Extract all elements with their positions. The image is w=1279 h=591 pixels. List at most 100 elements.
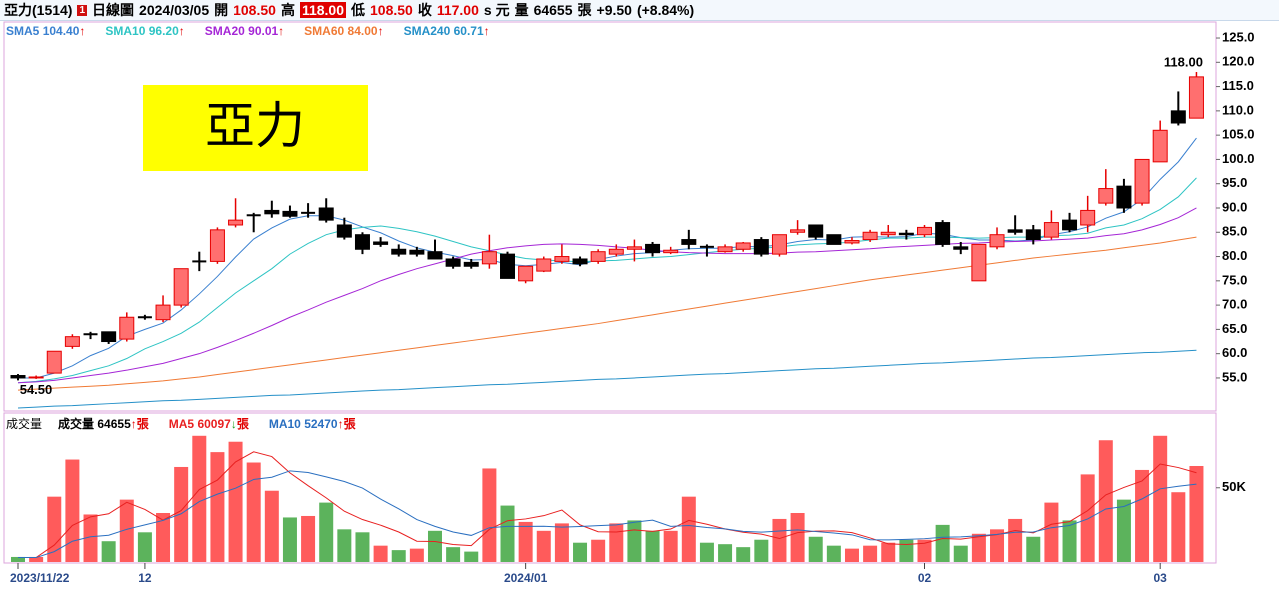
- legend-value: 52470: [304, 417, 338, 431]
- body: [1025, 229, 1041, 241]
- volume-bar: [699, 542, 714, 562]
- body: [46, 350, 62, 374]
- volume-bar: [1116, 499, 1131, 562]
- x-tick-label: 2023/11/22: [10, 571, 70, 585]
- volume-bar: [881, 542, 896, 562]
- x-tick-label: 2024/01: [504, 571, 548, 585]
- volume-bar: [1008, 518, 1023, 562]
- x-tick-label: 03: [1154, 571, 1168, 585]
- legend-item: MA10 52470↑張: [269, 417, 356, 431]
- legend-trend: ↑: [377, 24, 384, 38]
- volume-bar: [990, 529, 1005, 562]
- y-tick-label: 110.0: [1222, 102, 1254, 117]
- legend-value: 60097: [197, 417, 231, 431]
- legend-unit: 張: [343, 417, 356, 431]
- body: [826, 234, 842, 245]
- body: [1170, 110, 1186, 124]
- body: [173, 268, 189, 306]
- body: [862, 231, 878, 241]
- legend-item: SMA5 104.40↑: [6, 24, 85, 38]
- volume-bar: [790, 513, 805, 562]
- volume-bar: [192, 435, 207, 562]
- body: [1116, 185, 1132, 209]
- y-tick-label: 70.0: [1222, 297, 1247, 312]
- volume-bar: [1026, 536, 1041, 562]
- volume-bar: [264, 490, 279, 562]
- y-tick-label: 120.0: [1222, 54, 1255, 69]
- volume-bar: [47, 496, 62, 562]
- ma-line: [17, 349, 1197, 409]
- body: [880, 231, 896, 236]
- body: [119, 316, 135, 340]
- volume-bar: [736, 547, 751, 562]
- body: [228, 219, 244, 226]
- y-tick-label: 60.0: [1222, 345, 1247, 360]
- body: [935, 222, 951, 245]
- legend-name: SMA60: [304, 24, 345, 38]
- body: [101, 331, 117, 343]
- volume-bar: [1189, 465, 1204, 562]
- legend-unit: 張: [236, 417, 249, 431]
- volume-bar: [156, 513, 171, 562]
- volume-bar: [174, 466, 189, 562]
- volume-bar: [373, 545, 388, 562]
- date: 2024/03/05: [139, 2, 210, 18]
- volume-bar: [119, 499, 134, 562]
- legend-trend: ↑: [337, 417, 344, 431]
- volume-bar: [1135, 469, 1150, 562]
- body: [445, 258, 461, 267]
- open: 108.50: [233, 2, 276, 18]
- volume-bar: [482, 468, 497, 562]
- body: [1043, 222, 1059, 238]
- body: [282, 210, 298, 217]
- volume-bar: [718, 544, 733, 562]
- volume-bar: [917, 539, 932, 562]
- volume-bar: [319, 502, 334, 562]
- ma-line: [17, 177, 1197, 384]
- body: [1134, 158, 1150, 204]
- legend-value: 64655: [97, 417, 131, 431]
- volume-bar: [301, 515, 316, 562]
- volume-bar: [355, 532, 370, 562]
- change-pct: (+8.84%): [636, 2, 695, 18]
- legend-item: SMA240 60.71↑: [404, 24, 490, 38]
- volume-bar: [1062, 520, 1077, 562]
- volume-bar: [464, 551, 479, 562]
- volume-bar: [246, 462, 261, 562]
- body: [391, 248, 407, 255]
- body: [608, 248, 624, 255]
- volume-bar: [228, 441, 243, 562]
- volume-bar: [935, 524, 950, 562]
- chart-title: 亞力: [205, 98, 305, 154]
- volume-bar: [754, 539, 769, 562]
- legend-value: 96.20: [148, 24, 179, 38]
- ma-line: [18, 137, 1197, 379]
- legend-value: 90.01: [248, 24, 279, 38]
- y-tick-label: 100.0: [1222, 151, 1255, 166]
- body: [1188, 76, 1204, 119]
- volume-bar: [663, 530, 678, 562]
- legend-value: 104.40: [42, 24, 80, 38]
- annotation: 118.00: [1164, 54, 1203, 69]
- volume: 64655: [533, 2, 573, 18]
- legend-trend: ↑: [178, 24, 185, 38]
- volume-bar: [536, 530, 551, 562]
- title-box: [143, 85, 368, 171]
- body: [209, 229, 225, 262]
- y-tick-label: 65.0: [1222, 321, 1247, 336]
- high: 118.00: [299, 2, 346, 18]
- volume-bar: [899, 539, 914, 562]
- low: 108.50: [370, 2, 413, 18]
- legend-item: MA5 60097↓張: [169, 417, 249, 431]
- body: [645, 243, 661, 254]
- label: 開: [214, 2, 229, 18]
- ma-line: [17, 207, 1197, 384]
- volume-bar: [1044, 502, 1059, 562]
- x-tick-label: 02: [918, 571, 932, 585]
- body: [1098, 188, 1114, 204]
- panel-title: 成交量: [6, 417, 43, 431]
- body: [989, 234, 1005, 248]
- legend-name: SMA10: [105, 24, 146, 38]
- y-tick-label: 55.0: [1222, 369, 1247, 384]
